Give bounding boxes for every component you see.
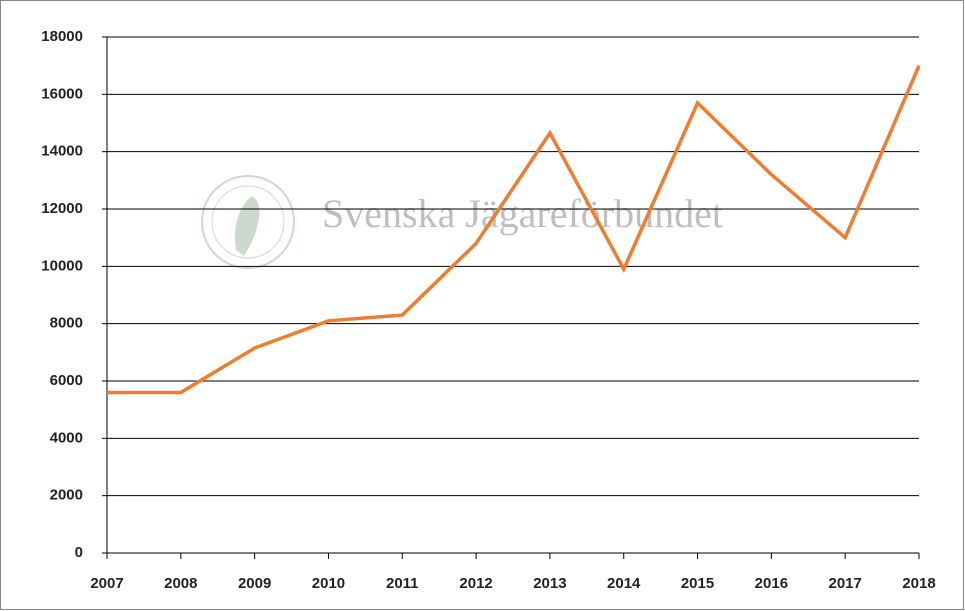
y-tick-label: 4000 [50, 429, 83, 446]
y-tick-label: 6000 [50, 372, 83, 389]
x-tick-label: 2009 [238, 575, 271, 592]
y-tick-label: 0 [75, 544, 83, 561]
x-tick-label: 2012 [459, 575, 492, 592]
x-tick-label: 2015 [681, 575, 714, 592]
x-tick-label: 2018 [902, 575, 935, 592]
x-tick-label: 2010 [312, 575, 345, 592]
y-tick-label: 10000 [41, 257, 83, 274]
data-line [107, 64, 921, 395]
x-tick-label: 2008 [164, 575, 197, 592]
y-tick-label: 8000 [50, 315, 83, 332]
x-tick-label: 2007 [90, 575, 123, 592]
y-tick-label: 2000 [50, 487, 83, 504]
x-tick-label: 2014 [607, 575, 641, 592]
y-tick-label: 18000 [41, 28, 83, 45]
y-tick-label: 16000 [41, 85, 83, 102]
x-tick-label: 2011 [386, 575, 419, 592]
x-tick-label: 2016 [755, 575, 788, 592]
watermark-logo [201, 175, 295, 269]
x-tick-label: 2013 [533, 575, 566, 592]
y-tick-label: 12000 [41, 200, 83, 217]
watermark: Svenska Jägareförbundet [322, 191, 723, 236]
x-tick-label: 2017 [828, 575, 861, 592]
y-tick-label: 14000 [41, 143, 83, 160]
